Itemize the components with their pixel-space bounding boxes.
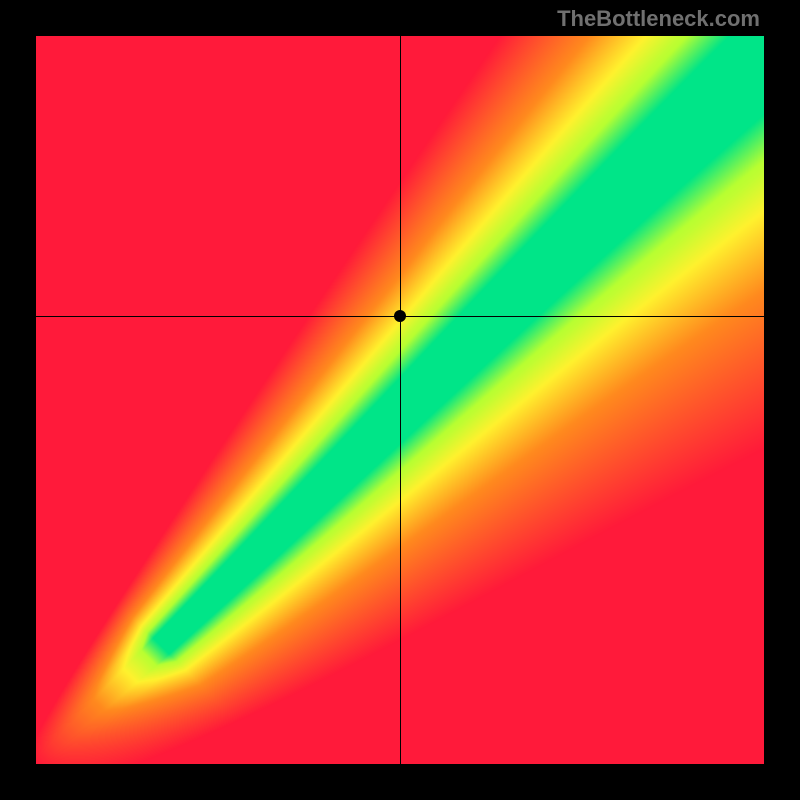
- watermark-text: TheBottleneck.com: [557, 6, 760, 32]
- crosshair-vertical: [400, 36, 401, 764]
